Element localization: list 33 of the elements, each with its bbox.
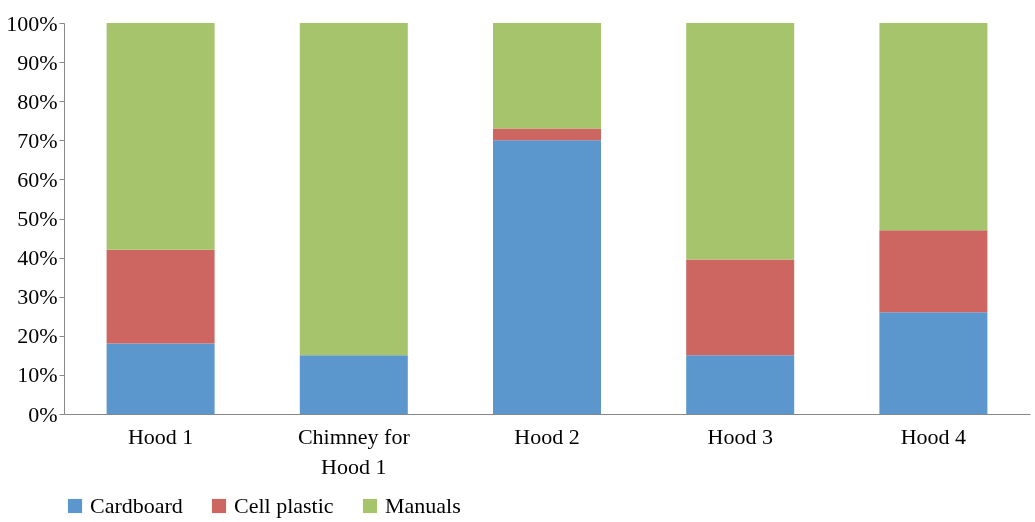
- y-tick-label: 10%: [17, 362, 58, 388]
- y-tick-label: 0%: [28, 401, 58, 427]
- x-tick-label: Hood 3: [707, 423, 773, 449]
- y-tick-label: 40%: [17, 245, 58, 271]
- bar: [106, 249, 215, 344]
- bar: [686, 355, 795, 414]
- bar: [299, 355, 408, 414]
- x-tick-label: Chimney for Hood 1: [297, 423, 411, 479]
- bar: [493, 128, 601, 141]
- y-tick-label: 100%: [6, 10, 58, 36]
- bar: [879, 230, 988, 313]
- bar: [493, 23, 601, 129]
- bar: [879, 312, 988, 414]
- y-tick-label: 60%: [17, 166, 58, 192]
- y-tick-label: 80%: [17, 88, 58, 114]
- bar: [493, 140, 601, 414]
- x-tick-label: Hood 4: [900, 423, 967, 449]
- bar: [106, 343, 215, 414]
- x-tick-label: Hood 2: [514, 423, 580, 449]
- legend-label: Cell plastic: [234, 493, 334, 518]
- bar: [106, 23, 215, 250]
- y-tick-label: 70%: [17, 127, 58, 153]
- bar: [686, 259, 795, 356]
- y-tick-label: 50%: [17, 206, 58, 231]
- y-tick-label: 30%: [17, 284, 58, 310]
- legend-label: Cardboard: [90, 493, 183, 518]
- x-tick-label: Hood 1: [127, 423, 194, 449]
- y-tick-label: 90%: [17, 49, 58, 75]
- bar: [299, 23, 408, 356]
- legend-label: Manuals: [385, 493, 461, 518]
- bar: [879, 23, 988, 231]
- y-tick-label: 20%: [17, 323, 58, 349]
- bar: [686, 23, 795, 260]
